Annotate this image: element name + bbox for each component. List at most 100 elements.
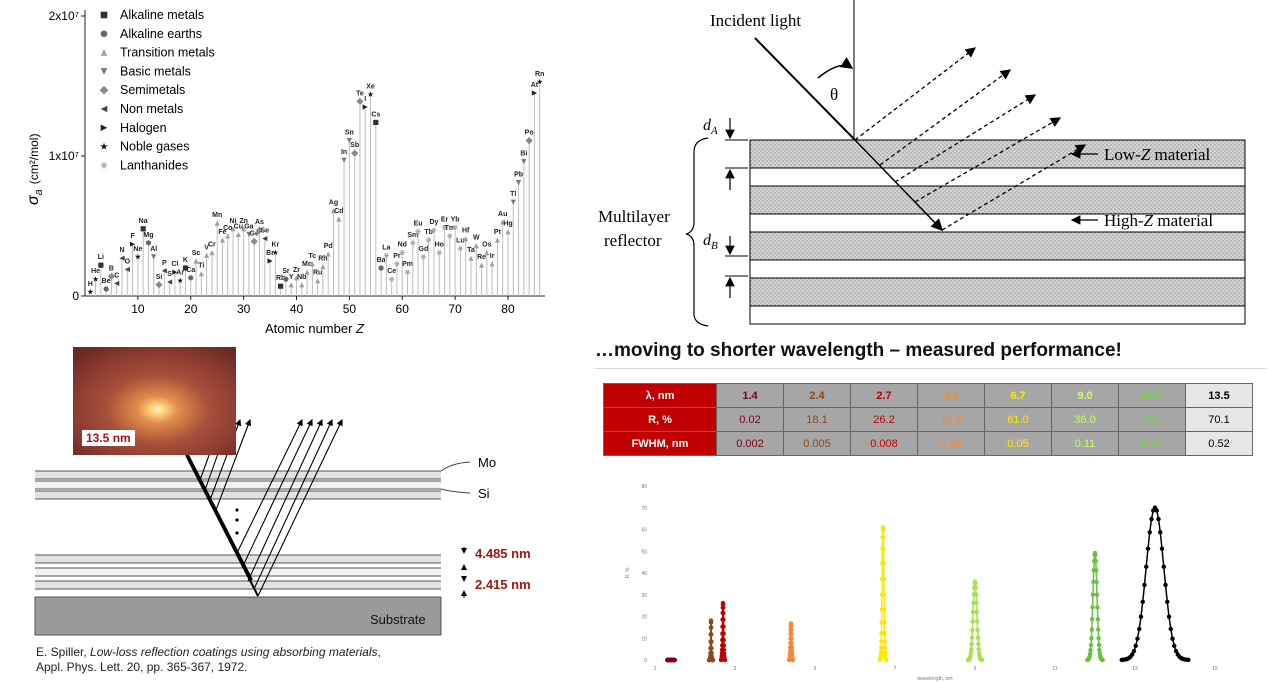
point-Ir: [489, 261, 495, 267]
table-cell: 6.7: [984, 383, 1052, 408]
label-Se: Se: [260, 228, 269, 235]
label-Tl: Tl: [510, 191, 516, 198]
legend-marker: [100, 105, 108, 113]
label-Ti: Ti: [198, 263, 204, 270]
label-Ru: Ru: [313, 270, 322, 277]
y-tick-label: 1x10⁷: [49, 149, 79, 163]
label-In: In: [341, 149, 347, 156]
point-Pr: [394, 261, 400, 267]
point-Cl: [172, 269, 178, 275]
point-W: [473, 243, 479, 249]
x-tick-label: 1: [654, 666, 657, 672]
legend-marker: [100, 124, 108, 132]
series-6-7-nm: [877, 525, 889, 663]
label-Te: Te: [356, 90, 364, 97]
asterisk-stroke: [400, 250, 405, 256]
label-Zr: Zr: [293, 267, 300, 274]
multilayer-reflector-diagram: Incident light θ dA dB Multilayer reflec…: [598, 0, 1246, 327]
legend-marker: [100, 30, 108, 38]
label-Cl: Cl: [171, 261, 178, 268]
x-tick-label: 60: [396, 302, 410, 316]
x-tick-label: 5: [814, 666, 817, 672]
point-S: [166, 279, 173, 285]
label-Ca: Ca: [186, 267, 195, 274]
point-Ba: [378, 265, 384, 271]
point-Co: [225, 233, 231, 239]
table-cell: 0.52: [1185, 431, 1253, 456]
point-Sb: [351, 149, 359, 157]
label-Ir: Ir: [490, 253, 495, 260]
point-Br: [267, 258, 273, 264]
label-Mg: Mg: [143, 232, 153, 239]
point-Sn: [346, 138, 352, 144]
table-cell: 70.1: [1185, 407, 1253, 432]
legend-label: Alkaline metals: [120, 8, 204, 22]
point-K: [182, 265, 189, 271]
point-Ti: [198, 271, 204, 277]
chart-axes: [84, 10, 545, 297]
point-Re: [478, 262, 485, 268]
multilayer-bracket: [685, 137, 709, 327]
label-Ni: Ni: [230, 218, 237, 225]
label-Xe: Xe: [366, 83, 375, 90]
layer-low-z-4: [749, 277, 1246, 307]
point-B: [107, 272, 116, 280]
x-tick-label: 50: [343, 302, 357, 316]
multilayer-label-1: Multilayer: [598, 207, 670, 226]
point-Mg: [145, 240, 152, 246]
asterisk-stroke: [410, 240, 415, 246]
layer-high-z-1: [749, 167, 1246, 187]
point-Sr: [283, 276, 289, 282]
label-Au: Au: [498, 211, 507, 218]
label-H: H: [88, 281, 93, 288]
label-Ho: Ho: [435, 242, 444, 249]
series-line: [879, 527, 887, 661]
point-Sc: [193, 258, 199, 264]
asterisk-stroke: [442, 224, 447, 230]
layer-low-z-2: [749, 185, 1246, 215]
point-Rn: [536, 78, 543, 85]
series-line: [788, 623, 794, 661]
label-Ba: Ba: [377, 257, 386, 264]
d-a-label: dA: [703, 117, 718, 137]
point-As: [255, 226, 264, 234]
table-cell: 0.005: [783, 431, 851, 456]
section-headline: …moving to shorter wavelength – measured…: [595, 340, 1267, 369]
table-cell: 13.5: [1185, 383, 1253, 408]
table-cell: 4.4: [917, 383, 985, 408]
table-cell: 2.4: [783, 383, 851, 408]
table-cell: 26.2: [850, 407, 918, 432]
layer-high-z-3: [749, 259, 1246, 279]
point-Hg: [505, 229, 511, 235]
asterisk-stroke: [437, 250, 442, 256]
label-Rn: Rn: [535, 71, 544, 78]
point-Pb: [515, 180, 522, 186]
legend-label: Noble gases: [120, 140, 190, 154]
asterisk-stroke: [421, 254, 426, 260]
label-Sn: Sn: [345, 130, 354, 137]
ellipsis-dots: [235, 508, 239, 535]
legend-label: Halogen: [120, 121, 167, 135]
point-Cd: [336, 216, 342, 222]
legend-marker: [100, 142, 108, 150]
x-tick-label: 10: [131, 302, 145, 316]
point-P: [161, 268, 167, 274]
point-Be: [103, 286, 109, 292]
table-cell: 2.7: [850, 383, 918, 408]
label-P: P: [162, 260, 167, 267]
point-Nb: [299, 282, 305, 288]
label-Gd: Gd: [419, 246, 429, 253]
label-Eu: Eu: [414, 221, 423, 228]
table-cell: 49.2: [1118, 407, 1186, 432]
table-cell: 0.02: [716, 407, 784, 432]
x-axis-label: Atomic number Z: [265, 321, 365, 336]
point-Er: [441, 224, 448, 230]
label-I: I: [364, 96, 366, 103]
period-thickness-2: 2.415 nm: [475, 577, 531, 592]
label-Li: Li: [98, 254, 104, 261]
label-Pb: Pb: [514, 172, 523, 179]
table-row: R, % 0.02 18.1 26.2 16.8 61.0 36.0 49.2 70.1: [603, 407, 1253, 432]
series-line: [720, 602, 726, 661]
point-Si: [155, 281, 163, 289]
x-tick-label: 20: [184, 302, 198, 316]
